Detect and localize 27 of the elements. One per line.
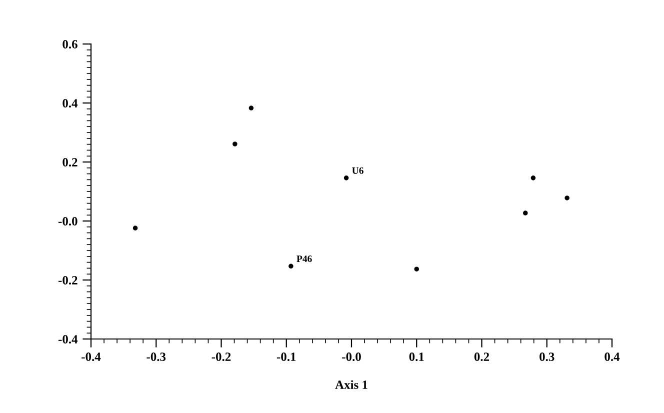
point (414, 266, 420, 272)
point (344, 176, 349, 180)
x-tick-label: 0.2 (474, 352, 490, 362)
point (132, 226, 138, 230)
point (564, 196, 570, 200)
x-tick-label: -0.2 (212, 352, 231, 362)
point (232, 142, 238, 146)
point (248, 106, 254, 110)
y-tick-label: -0.2 (58, 276, 78, 285)
point (522, 210, 528, 216)
y-tick-label: 0.4 (62, 99, 78, 108)
x-tick-label: 0.4 (604, 352, 620, 362)
y-tick-label: 0.2 (62, 158, 78, 167)
x-tick-label: -0.1 (276, 352, 296, 362)
annotation: U6 (352, 167, 364, 174)
x-tick-label: 0.1 (409, 352, 424, 362)
x-tick-label: -0.0 (342, 352, 361, 362)
y-tick-label: -0.0 (58, 217, 78, 226)
point (288, 264, 294, 269)
x-tick-label: 0.3 (540, 352, 554, 362)
annotation: P46 (296, 256, 312, 262)
x-tick-label: -0.4 (82, 352, 101, 362)
y-tick-label: 0.6 (62, 40, 78, 49)
y-tick-label: -0.4 (58, 335, 78, 344)
x-tick-label: -0.3 (146, 352, 166, 362)
point (530, 176, 536, 180)
x-axis-title: Axis 1 (335, 380, 368, 389)
